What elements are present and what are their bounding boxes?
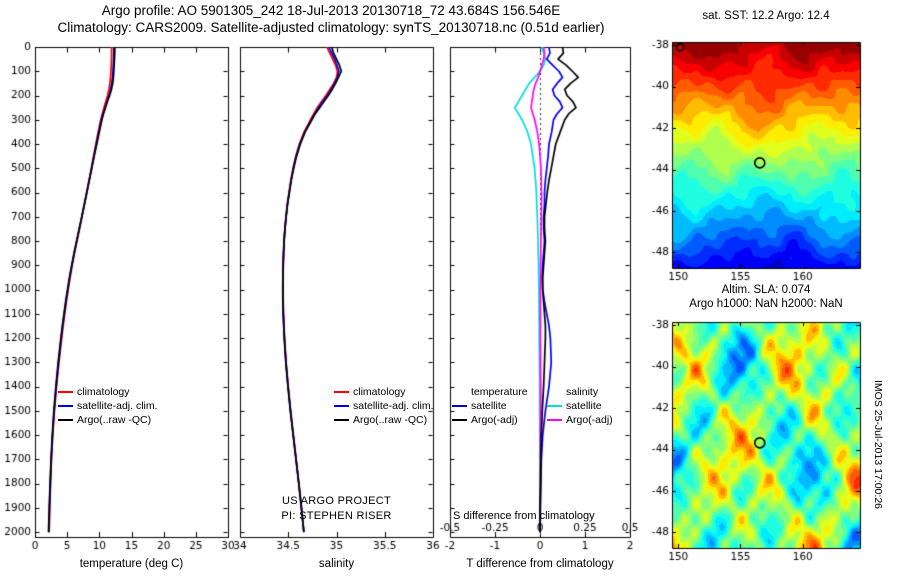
legend-item-satellite-s: satellite (547, 399, 613, 413)
sla-map-subtitle: Argo h1000: NaN h2000: NaN (689, 298, 843, 310)
legend-label: satellite-adj. clim. (77, 400, 158, 412)
t-difference-axis-label: T difference from climatology (466, 558, 614, 570)
legend-label: Argo(-adj) (471, 414, 518, 426)
temperature-panel-legend: climatology satellite-adj. clim. Argo(..… (58, 385, 158, 427)
difference-legend-salinity: salinity satellite Argo(-adj) (547, 385, 613, 427)
legend-item-argo: Argo(..raw -QC) (334, 413, 434, 427)
legend-label: satellite (471, 400, 507, 412)
s-difference-axis-label: S difference from climatology (453, 510, 595, 522)
legend-label: Argo(-adj) (566, 414, 613, 426)
difference-legend-temperature: temperature satellite Argo(-adj) (452, 385, 528, 427)
climatology-line-swatch (334, 391, 349, 393)
satellite-t-line-swatch (452, 405, 467, 407)
salinity-legend-header: salinity (566, 386, 599, 398)
legend-label: Argo(..raw -QC) (77, 414, 152, 426)
legend-item-climatology: climatology (334, 385, 434, 399)
legend-item-argo-t: Argo(-adj) (452, 413, 528, 427)
legend-item-satellite-t: satellite (452, 399, 528, 413)
legend-item-argo: Argo(..raw -QC) (58, 413, 158, 427)
argo-s-line-swatch (547, 419, 562, 421)
satellite-adj-line-swatch (334, 405, 349, 407)
argo-line-swatch (58, 419, 73, 421)
legend-label: Argo(..raw -QC) (353, 414, 428, 426)
salinity-axis-label: salinity (318, 558, 355, 570)
legend-item-satellite-adj: satellite-adj. clim. (58, 399, 158, 413)
imos-timestamp-watermark: IMOS 25-Jul-2013 17:00:26 (872, 380, 884, 509)
temperature-legend-header: temperature (471, 386, 528, 398)
satellite-s-line-swatch (547, 405, 562, 407)
legend-label: satellite-adj. clim. (353, 400, 434, 412)
argo-t-line-swatch (452, 419, 467, 421)
legend-label: climatology (77, 386, 130, 398)
legend-label: satellite (566, 400, 602, 412)
satellite-adj-line-swatch (58, 405, 73, 407)
salinity-panel-legend: climatology satellite-adj. clim. Argo(..… (334, 385, 434, 427)
temperature-axis-label: temperature (deg C) (79, 558, 184, 570)
legend-label: climatology (353, 386, 406, 398)
legend-item-argo-s: Argo(-adj) (547, 413, 613, 427)
sla-map-title: Altim. SLA: 0.074 (721, 284, 811, 296)
legend-item-satellite-adj: satellite-adj. clim. (334, 399, 434, 413)
climatology-line-swatch (58, 391, 73, 393)
us-argo-project-text: US ARGO PROJECT (281, 495, 392, 507)
sst-map-title: sat. SST: 12.2 Argo: 12.4 (702, 10, 830, 22)
legend-item-climatology: climatology (58, 385, 158, 399)
argo-line-swatch (334, 419, 349, 421)
pi-credit-text: PI: STEPHEN RISER (281, 510, 392, 522)
